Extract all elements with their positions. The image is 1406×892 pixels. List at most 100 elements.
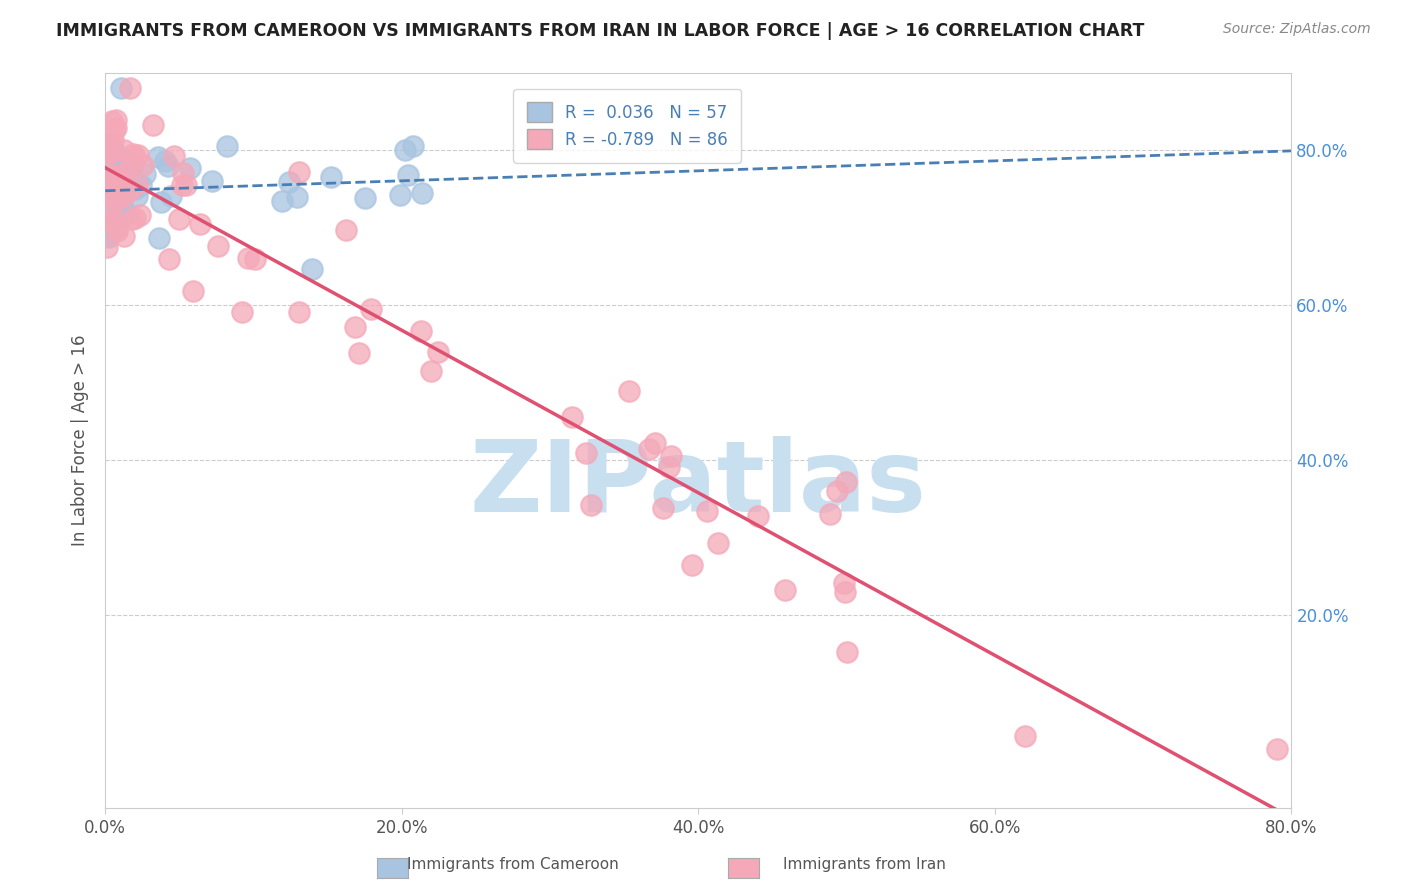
Point [419, 363, 441, 377]
Point [132, 158, 155, 172]
Point [153, 154, 176, 169]
Point [101, 129, 124, 144]
Point [101, 214, 124, 228]
Point [773, 582, 796, 597]
Text: IMMIGRANTS FROM CAMEROON VS IMMIGRANTS FROM IRAN IN LABOR FORCE | AGE > 16 CORRE: IMMIGRANTS FROM CAMEROON VS IMMIGRANTS F… [56, 22, 1144, 40]
Point [105, 194, 128, 208]
Point [353, 191, 375, 205]
Point [96, 227, 118, 241]
Point [409, 324, 432, 338]
Point [747, 508, 769, 523]
Point [834, 585, 856, 599]
Point [278, 175, 301, 189]
Point [101, 144, 124, 158]
Point [114, 207, 136, 221]
Point [156, 159, 179, 173]
Point [103, 214, 125, 228]
Point [181, 284, 204, 298]
Point [174, 178, 197, 193]
Point [107, 224, 129, 238]
Point [207, 239, 229, 253]
Point [117, 159, 139, 173]
Point [107, 169, 129, 184]
Point [134, 167, 156, 181]
Point [287, 304, 309, 318]
Point [114, 165, 136, 179]
Point [97, 174, 120, 188]
Point [100, 188, 122, 202]
Point [112, 143, 135, 157]
Point [97, 146, 120, 161]
Point [288, 164, 311, 178]
Point [344, 319, 367, 334]
Point [98, 175, 121, 189]
Point [285, 190, 308, 204]
Point [124, 211, 146, 225]
Point [105, 221, 128, 235]
Point [270, 194, 292, 208]
Point [238, 251, 260, 265]
Point [396, 168, 419, 182]
Point [243, 252, 266, 266]
Point [103, 186, 125, 200]
Point [360, 302, 382, 317]
Point [121, 146, 143, 161]
Point [124, 150, 146, 164]
Point [575, 446, 598, 460]
Point [1265, 742, 1288, 756]
Text: ZIPatlas: ZIPatlas [470, 436, 927, 533]
Point [150, 194, 173, 209]
Point [121, 155, 143, 169]
Point [170, 178, 193, 193]
Point [105, 113, 128, 128]
Point [148, 231, 170, 245]
Point [335, 223, 357, 237]
Point [129, 178, 152, 193]
Point [637, 442, 659, 456]
Point [124, 182, 146, 196]
Point [125, 189, 148, 203]
Point [231, 304, 253, 318]
Point [98, 205, 121, 219]
Point [179, 161, 201, 175]
Point [651, 501, 673, 516]
Point [301, 262, 323, 277]
Text: Immigrants from Iran: Immigrants from Iran [783, 857, 946, 872]
Point [118, 185, 141, 199]
Point [100, 215, 122, 229]
Point [681, 558, 703, 573]
Point [120, 81, 142, 95]
Point [644, 436, 666, 450]
Point [97, 185, 120, 199]
Point [104, 169, 127, 183]
Point [96, 218, 118, 232]
Text: Immigrants from Cameroon: Immigrants from Cameroon [408, 857, 619, 872]
Point [659, 450, 682, 464]
Point [129, 208, 152, 222]
Point [142, 118, 165, 132]
Point [167, 211, 190, 226]
Point [834, 475, 856, 490]
Point [104, 160, 127, 174]
Point [94, 155, 117, 169]
Point [110, 81, 132, 95]
Point [561, 410, 583, 425]
Point [217, 138, 239, 153]
Point [411, 186, 433, 201]
Point [427, 344, 450, 359]
Point [121, 212, 143, 227]
Point [114, 180, 136, 194]
Point [825, 483, 848, 498]
Point [97, 229, 120, 244]
Point [100, 215, 122, 229]
Point [696, 504, 718, 518]
Point [97, 225, 120, 239]
Point [100, 211, 122, 225]
Point [121, 158, 143, 172]
Point [834, 575, 856, 590]
Point [98, 136, 121, 151]
Point [389, 187, 412, 202]
Point [98, 202, 121, 217]
Point [818, 507, 841, 521]
Point [94, 125, 117, 139]
